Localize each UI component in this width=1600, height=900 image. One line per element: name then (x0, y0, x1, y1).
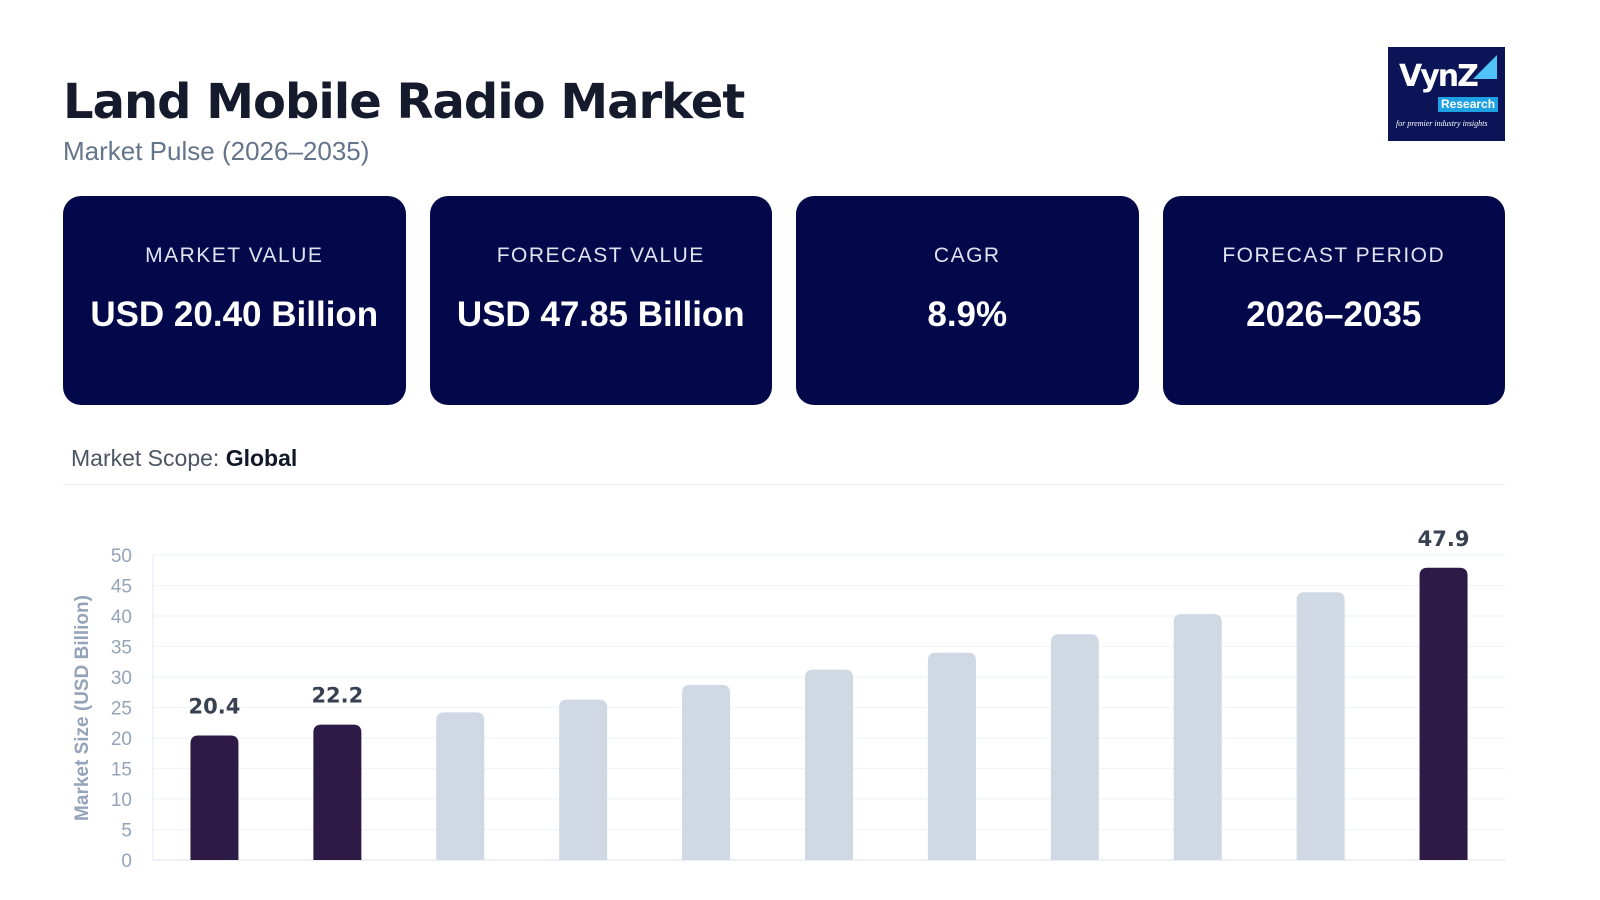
card-label: MARKET VALUE (145, 244, 324, 267)
logo-tagline: for premier industry insights (1396, 119, 1488, 128)
market-scope: Market Scope: Global (71, 444, 297, 472)
y-tick-label: 30 (111, 668, 132, 689)
kpi-cards: MARKET VALUE USD 20.40 Billion FORECAST … (63, 196, 1505, 405)
y-tick-label: 45 (111, 577, 132, 598)
logo-sub: Research (1438, 97, 1499, 112)
bar (559, 699, 608, 860)
card-label: FORECAST VALUE (496, 244, 705, 267)
y-tick-label: 0 (121, 851, 132, 872)
bar (1296, 592, 1345, 860)
bar (1173, 614, 1222, 860)
bar (436, 712, 485, 860)
y-tick-label: 35 (111, 638, 132, 659)
bar (313, 724, 362, 860)
card-value: 8.9% (927, 295, 1008, 334)
card-value: USD 20.40 Billion (90, 295, 379, 334)
data-label: 22.2 (311, 684, 363, 708)
logo-text: VynZ (1399, 59, 1479, 94)
y-tick-label: 15 (111, 760, 132, 781)
divider (63, 484, 1505, 485)
card-label: FORECAST PERIOD (1222, 244, 1446, 267)
bar (805, 669, 853, 860)
bar (927, 652, 976, 860)
data-label: 47.9 (1418, 527, 1470, 551)
data-label: 20.4 (189, 695, 241, 719)
y-tick-label: 25 (111, 699, 132, 720)
card-label: CAGR (933, 244, 1001, 267)
card-value: USD 47.85 Billion (456, 295, 745, 334)
card-cagr: CAGR 8.9% (796, 196, 1139, 405)
card-forecast-period: FORECAST PERIOD 2026–2035 (1162, 196, 1505, 405)
y-tick-label: 40 (111, 607, 132, 628)
scope-value: Global (225, 445, 298, 471)
page-title: Land Mobile Radio Market (63, 74, 745, 130)
bar (1050, 634, 1099, 860)
page-subtitle: Market Pulse (2026–2035) (63, 136, 370, 166)
card-market-value: MARKET VALUE USD 20.40 Billion (63, 196, 406, 405)
y-tick-label: 5 (121, 821, 132, 842)
y-tick-label: 50 (111, 546, 132, 567)
scope-label: Market Scope: (71, 445, 220, 471)
y-tick-label: 10 (111, 790, 132, 811)
card-forecast-value: FORECAST VALUE USD 47.85 Billion (429, 196, 772, 405)
bar (1419, 567, 1468, 860)
logo-mark-icon (1473, 55, 1497, 79)
bar (190, 735, 239, 860)
y-axis-label: Market Size (USD Billion) (72, 595, 93, 821)
y-tick-label: 20 (111, 729, 132, 750)
bar (682, 684, 731, 860)
card-value: 2026–2035 (1246, 295, 1422, 334)
vynz-logo: VynZ Research for premier industry insig… (1388, 47, 1505, 141)
